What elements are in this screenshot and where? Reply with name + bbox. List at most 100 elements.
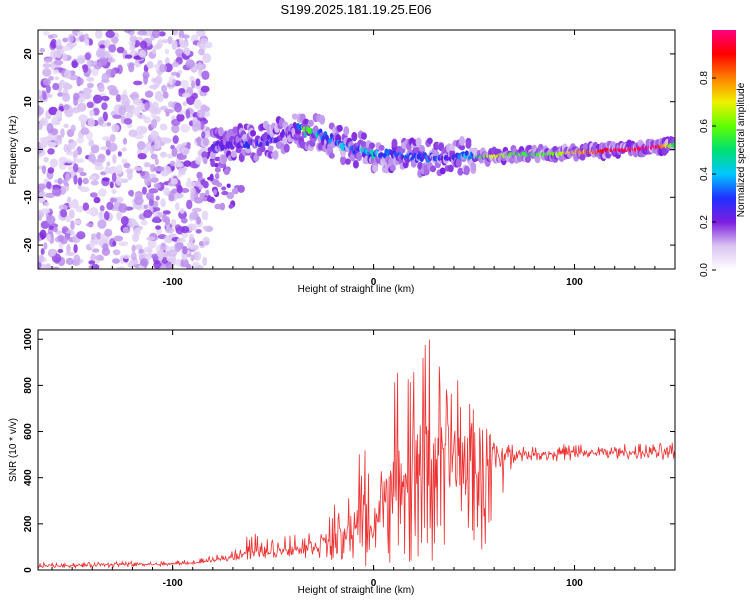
- ridge-halo: [307, 119, 314, 127]
- snr-y-tick-label: 600: [23, 423, 34, 440]
- noise-blob: [226, 183, 231, 188]
- ridge-halo: [291, 113, 298, 120]
- noise-blob: [111, 188, 117, 195]
- noise-blob: [172, 61, 180, 68]
- noise-blob: [46, 215, 56, 225]
- noise-blob: [130, 251, 137, 261]
- noise-blob: [203, 156, 208, 165]
- noise-blob: [178, 167, 187, 173]
- noise-blob: [204, 41, 213, 49]
- noise-blob: [127, 218, 137, 227]
- noise-blob: [70, 140, 78, 147]
- noise-blob: [160, 242, 167, 251]
- noise-blob: [165, 227, 175, 234]
- noise-blob: [154, 139, 161, 150]
- noise-blob: [116, 46, 125, 54]
- noise-blob: [82, 202, 90, 212]
- snr-series-line: [38, 339, 675, 570]
- noise-blob: [94, 165, 104, 171]
- noise-blob: [102, 243, 109, 252]
- noise-blob: [43, 57, 53, 63]
- noise-blob: [89, 109, 95, 117]
- noise-blob: [87, 117, 95, 128]
- noise-blob: [73, 254, 81, 265]
- ridge-halo: [209, 151, 216, 160]
- noise-blob: [85, 222, 94, 227]
- snr-marks: [38, 339, 675, 570]
- noise-blob: [93, 196, 101, 204]
- snr-y-label: SNR (10 * v/v): [8, 418, 19, 482]
- noise-blob: [160, 137, 169, 144]
- noise-blob: [211, 179, 220, 186]
- ridge-halo: [303, 118, 310, 125]
- noise-blob: [38, 191, 46, 198]
- noise-blob: [128, 129, 138, 138]
- noise-blob: [144, 162, 152, 168]
- ridge-halo: [340, 147, 347, 158]
- noise-blob: [176, 72, 181, 78]
- noise-blob: [86, 76, 95, 82]
- ridge-halo: [221, 154, 228, 164]
- noise-blob: [191, 80, 196, 89]
- noise-blob: [60, 128, 65, 138]
- noise-blob: [109, 181, 114, 189]
- noise-blob: [162, 210, 171, 215]
- noise-blob: [71, 106, 81, 114]
- colorbar-bar: [712, 30, 736, 270]
- noise-blob: [213, 189, 218, 195]
- ridge-halo: [378, 144, 385, 151]
- noise-blob: [115, 176, 123, 186]
- noise-blob: [39, 137, 50, 142]
- noise-blob: [203, 130, 211, 138]
- noise-blob: [197, 61, 203, 71]
- noise-blob: [110, 69, 116, 77]
- noise-blob: [171, 124, 180, 134]
- noise-blob: [198, 48, 205, 56]
- noise-blob: [65, 172, 71, 182]
- noise-blob: [144, 176, 152, 187]
- ridge-halo: [372, 164, 379, 173]
- noise-blob: [129, 35, 137, 43]
- ridge-halo: [470, 162, 477, 171]
- noise-blob: [123, 118, 133, 125]
- noise-blob: [107, 142, 118, 152]
- noise-blob: [174, 192, 184, 199]
- noise-blob: [223, 167, 230, 176]
- noise-blob: [185, 59, 195, 69]
- noise-blob: [180, 225, 190, 234]
- noise-blob: [143, 204, 148, 210]
- noise-blob: [196, 171, 203, 180]
- noise-blob: [108, 166, 118, 175]
- noise-blob: [49, 142, 58, 147]
- colorbar: 0.0 0.2 0.4 0.6 0.8 Normalized spectral ampl…: [699, 30, 747, 277]
- spectrogram-y-tick-label: -10: [23, 190, 34, 205]
- noise-blob: [174, 102, 182, 113]
- ridge-core: [672, 142, 675, 148]
- noise-blob: [94, 161, 103, 167]
- ridge-halo: [423, 168, 430, 176]
- noise-blob: [221, 190, 229, 196]
- noise-blob: [92, 60, 98, 66]
- noise-blob: [153, 211, 158, 217]
- noise-blob: [178, 172, 183, 177]
- noise-blob: [57, 92, 64, 97]
- noise-blob: [53, 60, 64, 66]
- noise-blob: [141, 186, 147, 195]
- noise-blob: [99, 44, 105, 49]
- noise-blob: [156, 92, 164, 103]
- noise-blob: [214, 166, 221, 173]
- noise-blob: [62, 92, 71, 103]
- noise-blob: [178, 88, 186, 93]
- noise-blob: [188, 233, 195, 243]
- noise-blob: [214, 156, 222, 162]
- snr-frame: [37, 329, 676, 571]
- noise-blob: [58, 156, 68, 164]
- colorbar-tick-label: 0.6: [699, 119, 710, 133]
- noise-blob: [143, 209, 153, 219]
- noise-blob: [110, 198, 118, 203]
- noise-blob: [138, 49, 147, 58]
- noise-blob: [107, 57, 116, 63]
- noise-blob: [160, 198, 166, 208]
- noise-blob: [74, 219, 82, 225]
- ridge-halo: [430, 165, 437, 173]
